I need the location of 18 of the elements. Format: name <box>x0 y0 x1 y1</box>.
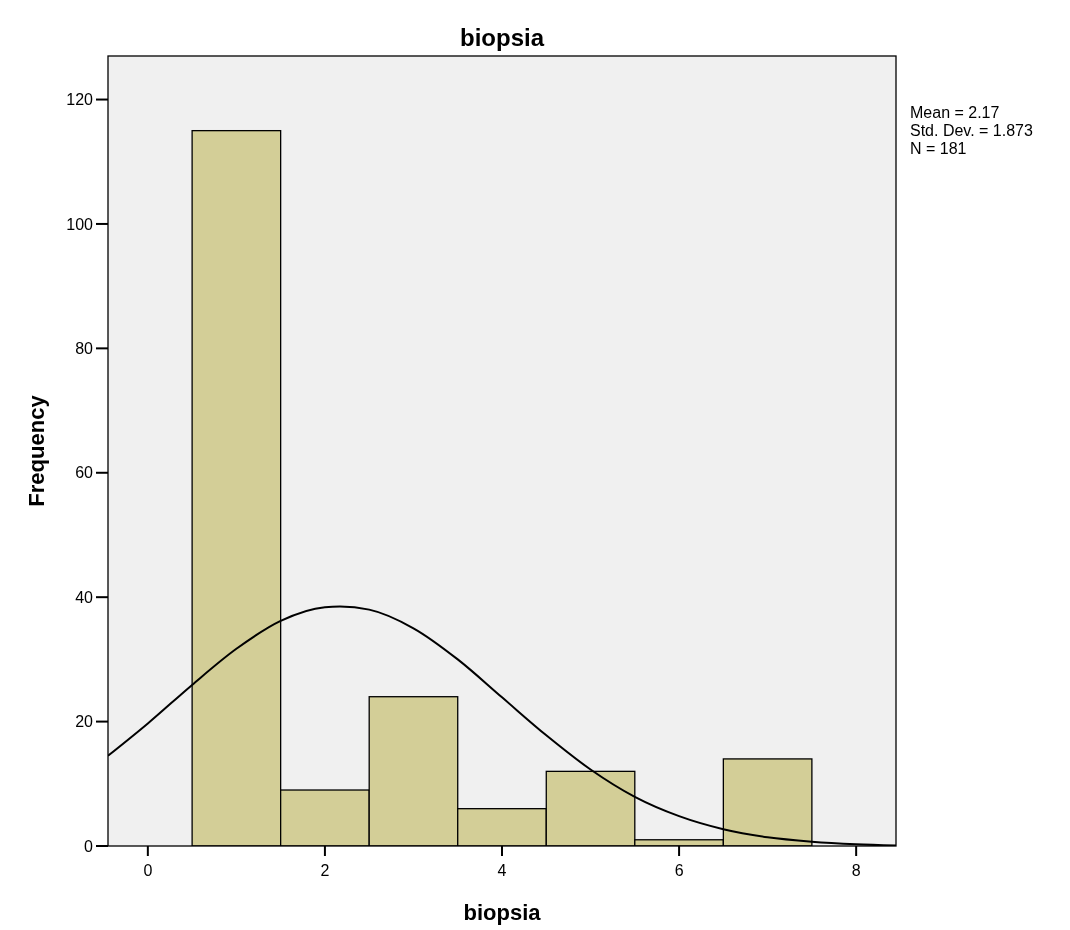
y-tick-label: 80 <box>75 339 94 357</box>
x-axis-title: biopsia <box>463 900 542 925</box>
x-tick-label: 8 <box>851 862 861 879</box>
y-axis-title: Frequency <box>24 394 49 507</box>
x-tick-label: 0 <box>143 862 153 879</box>
x-tick-label: 6 <box>674 862 684 879</box>
chart-title: biopsia <box>459 24 545 51</box>
y-tick-label: 60 <box>75 464 94 482</box>
y-tick-label: 100 <box>66 215 94 233</box>
x-tick-label: 4 <box>497 862 507 879</box>
text: N = 181 <box>910 140 967 157</box>
x-tick-label: 2 <box>320 862 330 879</box>
y-tick-label: 40 <box>75 588 94 606</box>
y-tick-label: 0 <box>84 837 94 855</box>
text: Std. Dev. = 1.873 <box>910 122 1033 139</box>
y-tick-label: 120 <box>66 91 94 109</box>
y-tick-label: 20 <box>75 713 94 731</box>
text: Mean = 2.17 <box>910 104 1000 121</box>
